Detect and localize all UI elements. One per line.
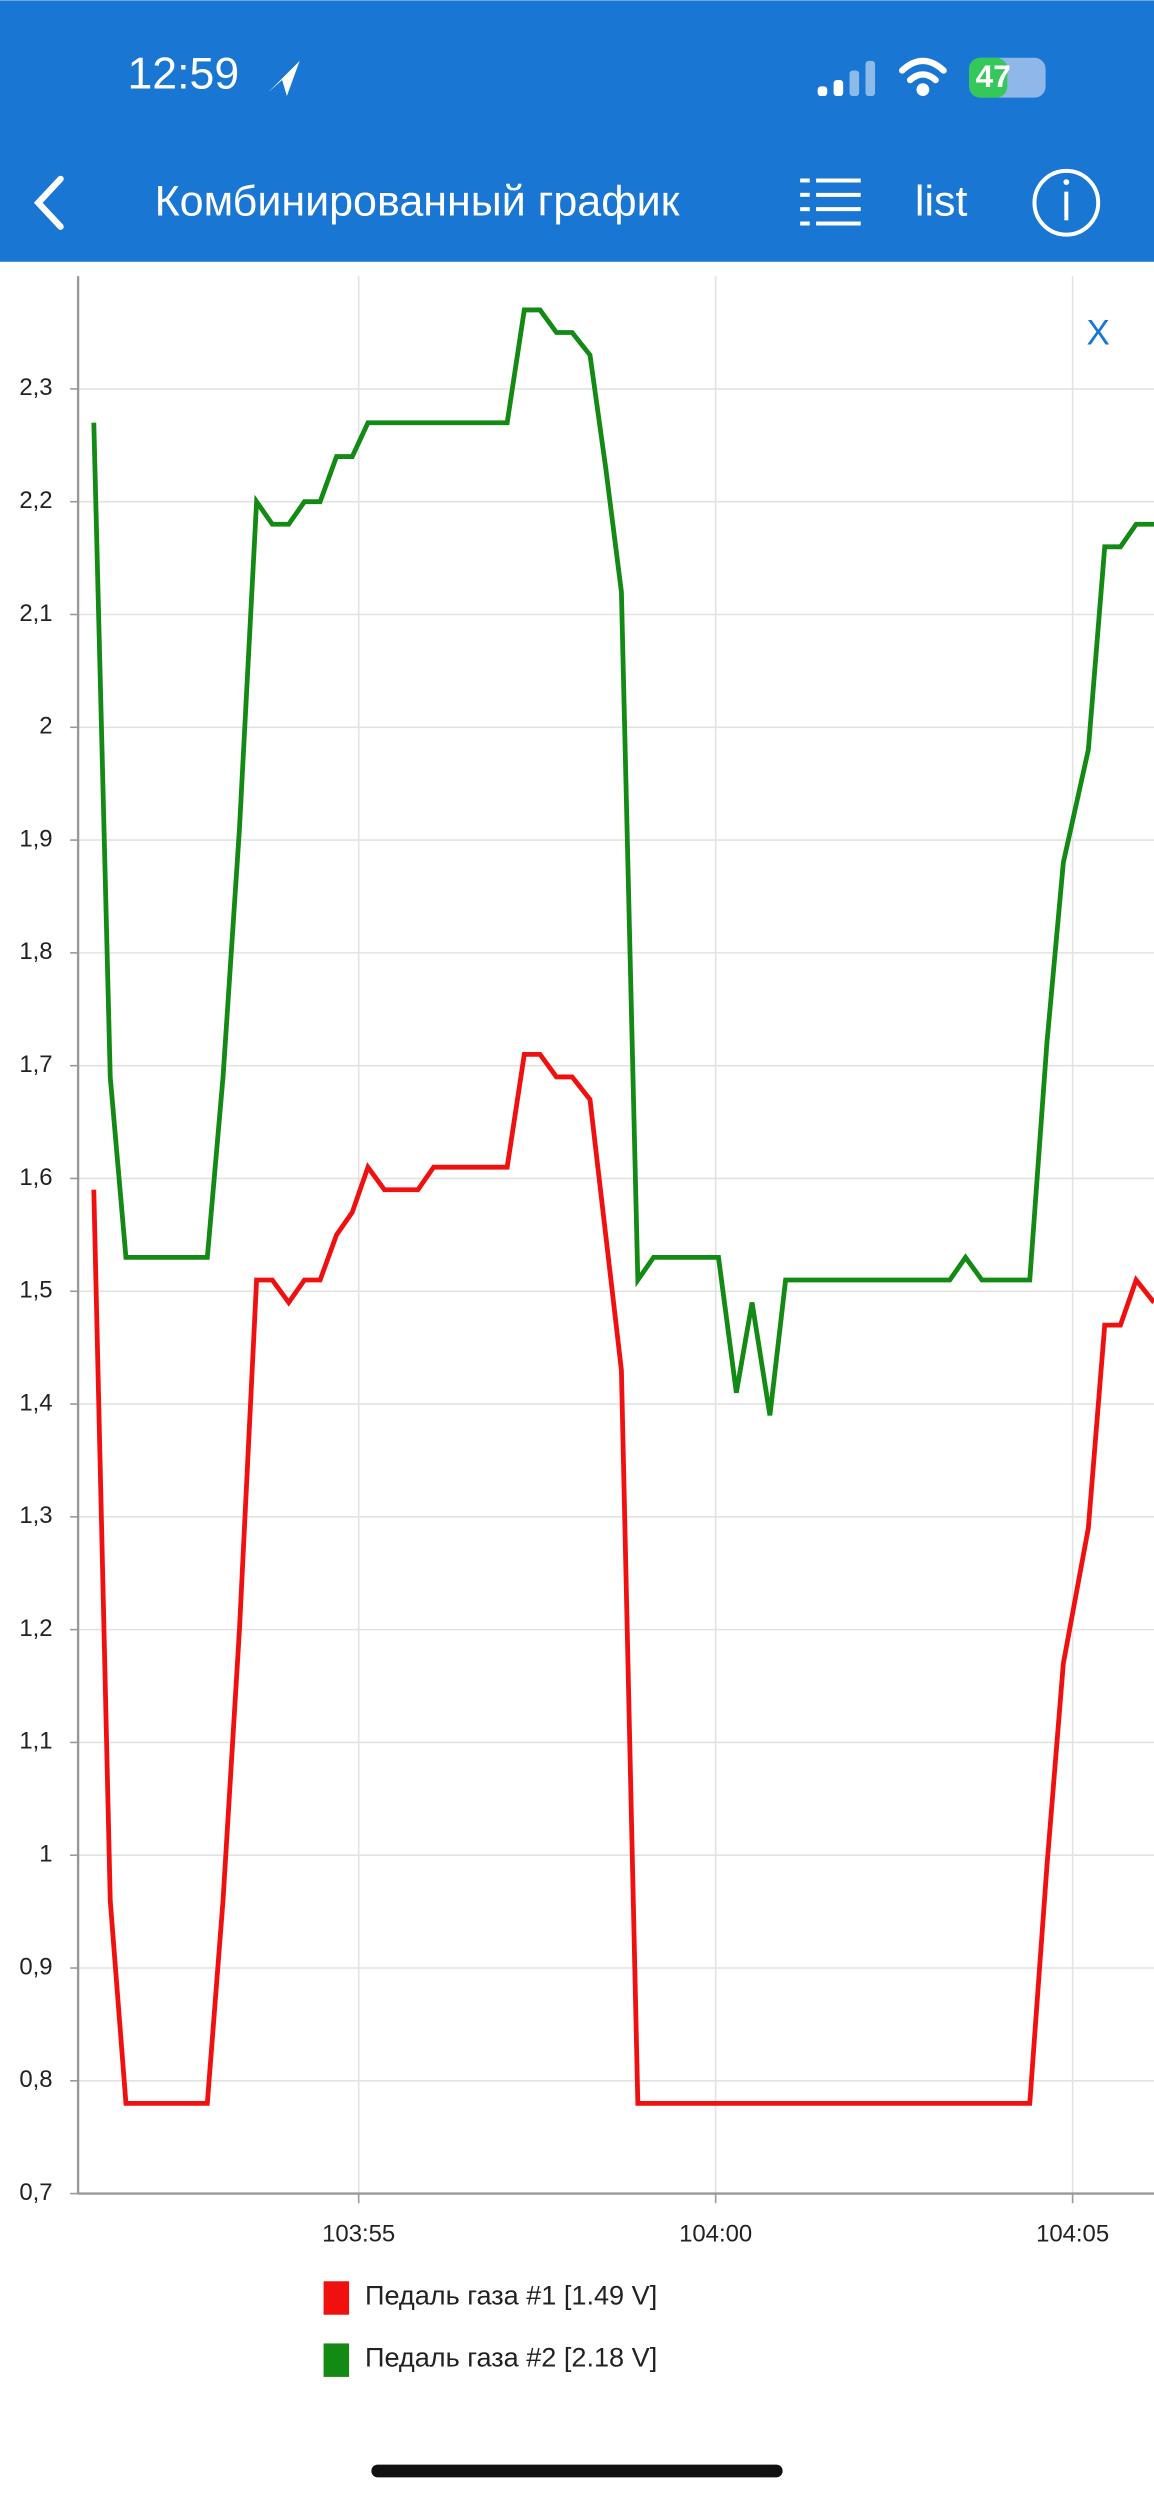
y-tick-label: 1,9	[19, 825, 52, 852]
legend-swatch	[323, 2343, 350, 2377]
wifi-icon	[898, 57, 947, 96]
legend-label: Педаль газа #1 [1.49 V]	[365, 2279, 657, 2310]
x-tick-label: 103:55	[322, 2220, 395, 2247]
y-tick-label: 1,6	[19, 1164, 52, 1191]
y-tick-label: 1,3	[19, 1502, 52, 1529]
y-tick-label: 1,7	[19, 1051, 52, 1078]
plot: 0,7 0,8 0,9 1 1,1 1,2 1,3 1,4 1,5 1,6 1,7 1,8 1,9 2 2,…	[19, 276, 1154, 2377]
home-indicator	[371, 2464, 783, 2478]
status-time: 12:59	[128, 50, 240, 99]
y-tick-label: 1,8	[19, 938, 52, 965]
signal-icon	[817, 60, 876, 96]
y-tick-label: 2,1	[19, 600, 52, 627]
x-tick-label: 104:05	[1036, 2220, 1109, 2247]
y-tick-label: 0,7	[19, 2179, 52, 2206]
y-tick-label: 1,2	[19, 1615, 52, 1642]
y-tick-label: 0,9	[19, 1953, 52, 1980]
header-bar	[0, 0, 1154, 262]
y-tick-label: 0,8	[19, 2066, 52, 2093]
y-tick-label: 1,1	[19, 1728, 52, 1755]
battery-percent: 47	[975, 58, 1010, 94]
battery-level	[969, 57, 1008, 98]
location-icon	[267, 60, 300, 96]
y-tick-label: 2,3	[19, 374, 52, 401]
series-line	[91, 307, 1154, 1416]
y-tick-label: 1,5	[19, 1277, 52, 1304]
legend-swatch	[323, 2281, 350, 2315]
series-line	[91, 1052, 1154, 2106]
x-tick-label: 104:00	[679, 2220, 752, 2247]
close-button[interactable]: X	[1087, 313, 1110, 352]
screen-title: Комбинированный график	[155, 178, 681, 226]
y-tick-label: 1	[39, 1841, 52, 1868]
y-tick-label: 2	[39, 713, 52, 740]
info-button[interactable]	[1032, 168, 1101, 237]
back-button[interactable]	[33, 175, 64, 230]
legend-label: Педаль газа #2 [2.18 V]	[365, 2342, 657, 2373]
y-tick-label: 1,4	[19, 1389, 52, 1416]
list-icon[interactable]	[800, 178, 861, 226]
list-button[interactable]: list	[915, 178, 968, 226]
y-tick-label: 2,2	[19, 487, 52, 514]
